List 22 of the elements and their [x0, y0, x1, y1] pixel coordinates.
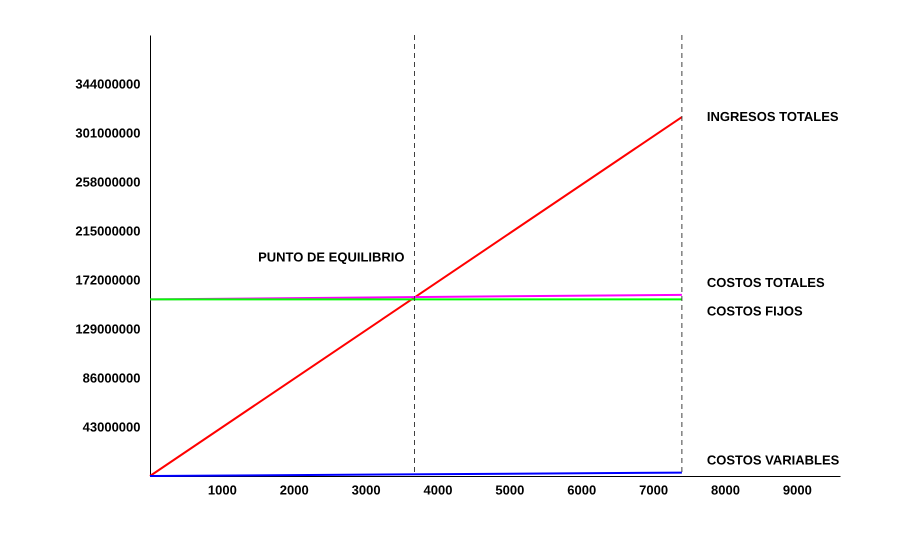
annotation: PUNTO DE EQUILIBRIO	[258, 249, 404, 264]
y-tick-label: 215000000	[75, 224, 140, 238]
x-tick-label: 5000	[495, 482, 524, 498]
x-tick-label: 7000	[639, 482, 668, 498]
y-tick-label: 344000000	[75, 76, 140, 92]
series-label: COSTOS TOTALES	[706, 274, 825, 290]
x-tick-label: 3000	[352, 482, 381, 498]
x-tick-label: 1000	[208, 482, 237, 498]
x-tick-label: 2000	[280, 482, 309, 498]
series-label: COSTOS FIJOS	[706, 303, 804, 318]
series-label: INGRESOS TOTALES	[706, 109, 839, 124]
y-tick-label: 172000000	[75, 272, 140, 288]
x-tick-label: 9000	[782, 482, 812, 498]
y-tick-label: 43000000	[82, 420, 140, 434]
y-tick-label: 129000000	[75, 322, 140, 336]
series-label: COSTOS VARIABLES	[706, 452, 840, 468]
x-tick-label: 8000	[711, 482, 740, 498]
y-tick-label: 258000000	[75, 174, 140, 190]
y-tick-label: 301000000	[75, 126, 140, 140]
y-tick-label: 86000000	[82, 370, 140, 386]
x-tick-label: 4000	[424, 482, 452, 498]
x-tick-label: 6000	[567, 482, 596, 498]
